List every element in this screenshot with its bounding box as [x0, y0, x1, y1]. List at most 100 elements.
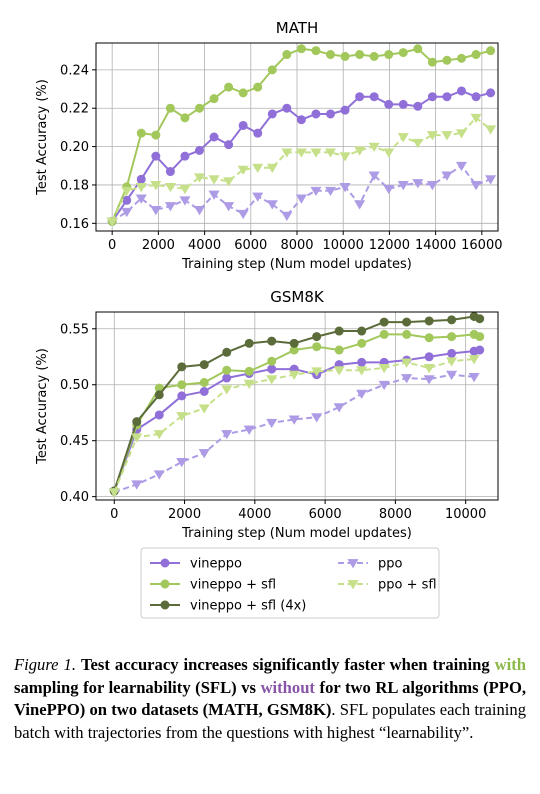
- legend-label-vineppo_sfl_4x: vineppo + sfl (4x): [190, 599, 306, 614]
- math-point-vineppo: [136, 174, 146, 184]
- math-point-vineppo_sfl: [340, 51, 350, 61]
- math-point-ppo: [368, 171, 380, 181]
- math-point-ppo_sfl: [135, 182, 147, 193]
- math-point-vineppo: [180, 151, 190, 161]
- math-ylabel: Test Accuracy (%): [35, 79, 50, 196]
- gsm8k-xtick-label: 4000: [238, 507, 271, 522]
- math-xtick-label: 12000: [369, 238, 410, 253]
- math-xtick-label: 4000: [188, 238, 221, 253]
- math-point-ppo: [470, 181, 482, 191]
- gsm8k-point-vineppo_sfl_4x: [402, 317, 412, 327]
- math-point-ppo: [412, 179, 424, 189]
- math-point-vineppo_sfl: [151, 130, 161, 140]
- math-point-ppo_sfl: [470, 113, 482, 124]
- gsm8k-point-ppo: [221, 430, 233, 440]
- math-xtick-label: 2000: [142, 238, 175, 253]
- math-point-ppo_sfl: [150, 181, 162, 191]
- math-point-vineppo_sfl: [209, 94, 219, 104]
- math-xtick-label: 16000: [461, 238, 502, 253]
- gsm8k-point-vineppo_sfl_4x: [289, 338, 299, 348]
- math-point-vineppo_sfl: [325, 50, 335, 60]
- gsm8k-point-ppo: [176, 458, 188, 468]
- math-point-vineppo: [369, 92, 379, 102]
- math-point-vineppo_sfl: [296, 44, 306, 54]
- math-point-vineppo_sfl: [355, 50, 365, 60]
- gsm8k-point-ppo_sfl: [311, 367, 323, 377]
- legend-marker-vineppo: [160, 558, 170, 568]
- gsm8k-title: GSM8K: [270, 288, 325, 306]
- math-point-ppo: [455, 161, 468, 172]
- gsm8k-point-ppo_sfl: [176, 412, 188, 422]
- math-ytick-label: 0.22: [60, 102, 89, 117]
- gsm8k-point-vineppo: [267, 364, 277, 374]
- figure-caption: Figure 1. Test accuracy increases signif…: [14, 654, 526, 744]
- gsm8k-axes-frame: [95, 311, 499, 501]
- math-point-vineppo_sfl: [442, 55, 452, 65]
- gsm8k-point-vineppo_sfl_4x: [132, 417, 142, 427]
- math-point-ppo: [441, 171, 453, 181]
- math-point-ppo: [135, 194, 147, 204]
- math-point-vineppo_sfl: [398, 48, 408, 58]
- gsm8k-point-vineppo_sfl: [244, 366, 254, 376]
- caption-bold-part1: Test accuracy increases significantly fa…: [81, 655, 490, 674]
- gsm8k-point-ppo_sfl: [333, 366, 345, 376]
- gsm8k-point-vineppo_sfl_4x: [244, 338, 254, 348]
- gsm8k-point-ppo_sfl: [468, 355, 480, 365]
- math-point-vineppo_sfl: [195, 103, 205, 113]
- gsm8k-point-vineppo_sfl_4x: [267, 336, 277, 346]
- math-point-ppo_sfl: [281, 148, 293, 158]
- math-point-ppo_sfl: [426, 131, 438, 141]
- gsm8k-point-vineppo_sfl: [447, 332, 457, 342]
- math-point-vineppo: [442, 92, 452, 102]
- math-ytick-label: 0.24: [60, 63, 89, 78]
- math-point-vineppo_sfl: [413, 44, 423, 54]
- legend-marker-vineppo_sfl_4x: [160, 600, 170, 610]
- gsm8k-point-ppo_sfl: [266, 375, 278, 385]
- gsm8k-point-ppo_sfl: [131, 433, 143, 443]
- legend-marker-vineppo_sfl: [160, 579, 170, 589]
- gsm8k-point-vineppo_sfl: [402, 329, 412, 339]
- gsm8k-point-vineppo_sfl_4x: [379, 317, 389, 327]
- math-point-vineppo: [122, 195, 132, 205]
- math-point-ppo_sfl: [324, 148, 337, 158]
- gsm8k-point-ppo_sfl: [356, 366, 368, 376]
- caption-word-without: without: [260, 677, 315, 697]
- math-point-vineppo: [486, 88, 496, 98]
- math-point-vineppo_sfl: [311, 46, 321, 56]
- math-point-ppo: [295, 194, 307, 204]
- math-point-vineppo: [340, 105, 350, 115]
- math-point-ppo: [354, 200, 366, 210]
- math-point-ppo: [266, 200, 278, 210]
- gsm8k-point-vineppo_sfl_4x: [424, 316, 434, 326]
- gsm8k-point-vineppo: [475, 345, 485, 355]
- math-point-vineppo: [224, 140, 234, 150]
- gsm8k-point-vineppo_sfl_4x: [475, 314, 485, 324]
- gsm8k-point-ppo: [288, 415, 300, 425]
- math-point-vineppo: [311, 109, 321, 119]
- math-point-ppo: [252, 192, 264, 202]
- math-point-vineppo: [209, 132, 219, 142]
- math-point-ppo: [324, 186, 337, 197]
- caption-bold-part3: for two RL algorithms (PPO, VinePPO) on …: [14, 677, 526, 720]
- math-point-ppo: [179, 196, 191, 206]
- gsm8k-point-vineppo_sfl: [312, 342, 322, 352]
- gsm8k-point-vineppo_sfl: [199, 377, 209, 387]
- math-point-ppo_sfl: [412, 138, 424, 149]
- gsm8k-point-vineppo: [154, 410, 164, 420]
- legend-label-vineppo_sfl: vineppo + sfl: [190, 578, 276, 593]
- math-xtick-label: 0: [108, 238, 116, 253]
- math-point-vineppo: [471, 92, 481, 102]
- gsm8k-ytick-label: 0.40: [60, 490, 89, 505]
- math-point-ppo: [121, 207, 133, 218]
- caption-bold-part2: sampling for learnability (SFL) vs: [14, 677, 256, 697]
- gsm8k-point-vineppo: [357, 357, 367, 367]
- math-point-ppo: [397, 181, 409, 191]
- math-point-ppo: [164, 202, 176, 212]
- math-point-vineppo: [195, 145, 205, 155]
- legend-label-vineppo: vineppo: [190, 557, 242, 572]
- math-xtick-label: 6000: [234, 238, 267, 253]
- math-point-vineppo: [384, 99, 394, 109]
- math-point-ppo: [426, 181, 438, 191]
- math-point-vineppo_sfl: [224, 82, 234, 92]
- math-point-ppo_sfl: [266, 163, 278, 174]
